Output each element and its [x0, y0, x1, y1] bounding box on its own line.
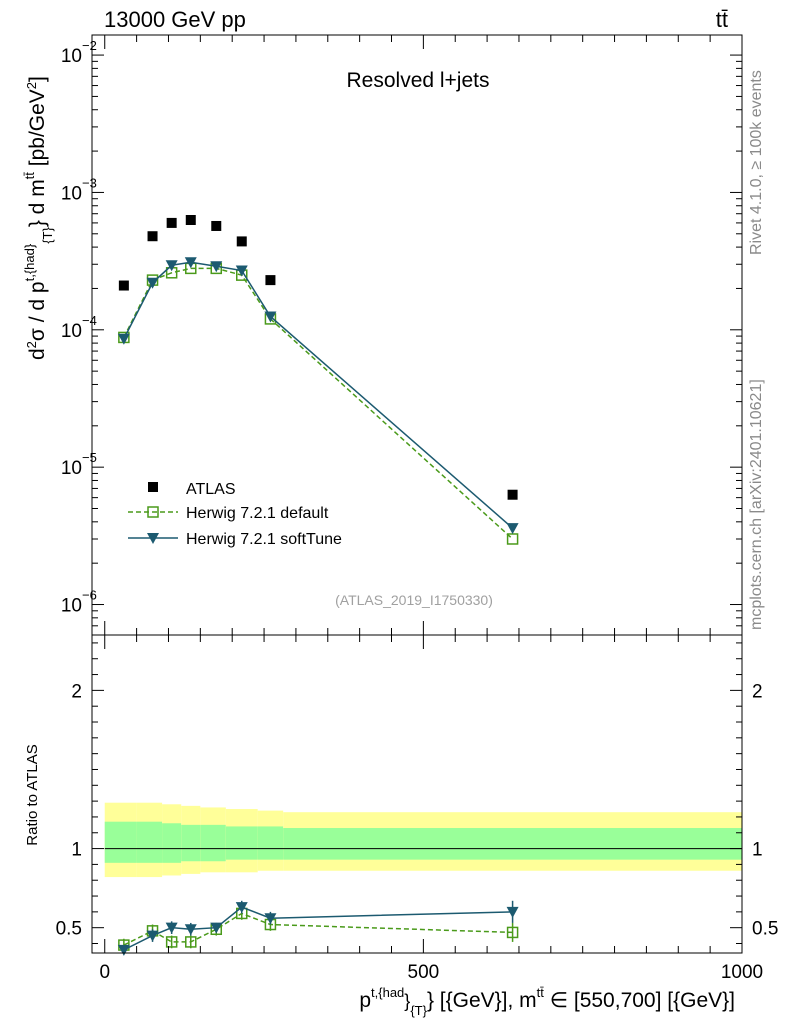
data-point-atlas [118, 280, 129, 291]
data-point-softtune [235, 902, 248, 914]
y-tick-label: 10 [61, 183, 82, 204]
y-tick-exponent: −4 [82, 313, 97, 328]
data-point-atlas [265, 275, 276, 286]
data-point-softtune [165, 922, 178, 934]
x-tick-label: 1000 [721, 962, 763, 983]
ratio-y-tick-label-right: 1 [752, 840, 763, 861]
uncertainty-band-green [136, 821, 163, 863]
uncertainty-band-green [283, 828, 742, 860]
plot-title: Resolved l+jets [347, 69, 490, 92]
data-point-softtune [184, 257, 197, 269]
data-point-softtune [210, 922, 223, 934]
data-point-default [185, 936, 197, 948]
uncertainty-band-green [104, 821, 137, 863]
data-point-atlas [185, 214, 196, 225]
data-point-softtune [210, 261, 223, 273]
uncertainty-band-green [181, 824, 201, 862]
ratio-frame [91, 634, 743, 954]
uncertainty-band-green [162, 823, 182, 863]
ratio-ylabel: Ratio to ATLAS [24, 744, 41, 845]
y-tick-label: 10 [61, 458, 82, 479]
ratio-y-tick-label-right: 2 [752, 681, 763, 702]
main-panel [117, 214, 519, 545]
x-tick-label: 500 [408, 962, 440, 983]
uncertainty-band-green [225, 826, 258, 860]
uncertainty-band-green [257, 826, 284, 860]
legend-default-label: Herwig 7.2.1 default [186, 505, 329, 522]
ratio-y-tick-label: 0.5 [56, 919, 82, 940]
legend-default-marker [147, 506, 159, 518]
y-tick-label: 10 [61, 596, 82, 617]
legend-atlas-label: ATLAS [186, 481, 236, 498]
process-label: tt̄ [716, 7, 728, 32]
data-point-softtune [506, 523, 519, 535]
ratio-panel [104, 802, 742, 956]
data-point-softtune [264, 311, 277, 323]
data-point-softtune [117, 333, 130, 345]
y-tick-exponent: −2 [82, 38, 97, 53]
data-point-default [506, 926, 519, 939]
data-point-softtune [146, 930, 159, 942]
data-point-atlas [147, 231, 158, 242]
axes: 10−610−510−410−310−20.5 0.51 12 20 500 1000 [56, 34, 778, 983]
y-tick-exponent: −3 [82, 175, 97, 190]
legend-softtune-label: Herwig 7.2.1 softTune [186, 531, 342, 548]
uncertainty-band-green [200, 824, 226, 862]
data-point-atlas [166, 217, 177, 228]
x-tick-label: 0 [99, 962, 110, 983]
legend-softtune-marker [147, 533, 159, 544]
data-point-softtune [117, 944, 130, 956]
legend-atlas-marker [148, 482, 158, 492]
data-point-default [165, 936, 178, 948]
legend: ATLAS Herwig 7.2.1 default Herwig 7.2.1 … [128, 481, 342, 548]
data-point-softtune [506, 906, 519, 918]
y-tick-exponent: −6 [82, 588, 97, 603]
rivet-label: Rivet 4.1.0, ≥ 100k events [748, 70, 765, 255]
data-point-softtune [184, 924, 197, 936]
analysis-id: (ATLAS_2019_I1750330) [335, 592, 493, 608]
data-point-softtune [264, 913, 277, 925]
source-label: mcplots.cern.ch [arXiv:2401.10621] [748, 379, 765, 630]
y-tick-label: 10 [61, 321, 82, 342]
data-point-softtune [146, 277, 159, 289]
ratio-y-tick-label: 2 [71, 681, 82, 702]
y-tick-label: 10 [61, 46, 82, 67]
data-point-softtune [165, 260, 178, 272]
ratio-y-tick-label-right: 0.5 [752, 919, 778, 940]
data-point-atlas [507, 489, 518, 500]
y-tick-exponent: −5 [82, 450, 97, 465]
ratio-y-tick-label: 1 [71, 840, 82, 861]
data-point-atlas [236, 236, 247, 247]
data-point-atlas [211, 220, 222, 231]
data-point-softtune [235, 265, 248, 277]
energy-label: 13000 GeV pp [104, 7, 246, 32]
